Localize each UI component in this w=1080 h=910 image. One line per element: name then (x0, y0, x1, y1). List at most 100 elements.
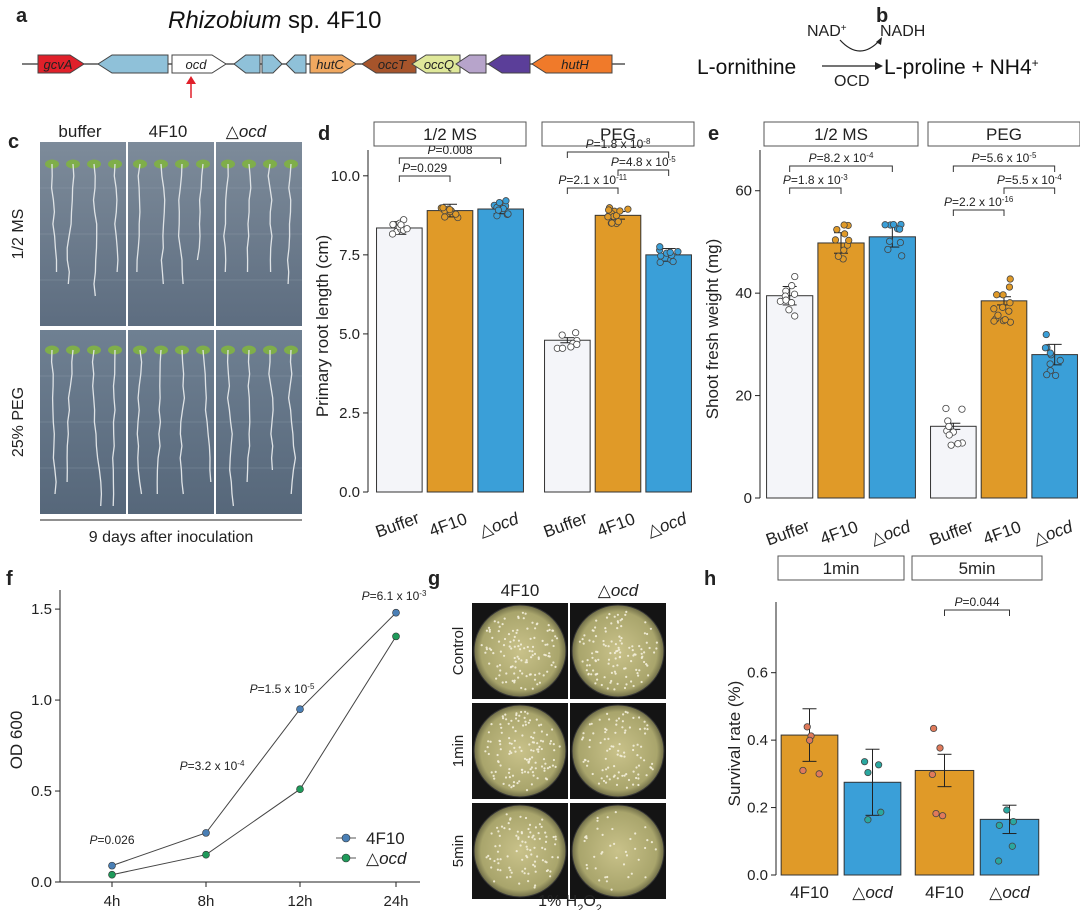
colony (651, 762, 654, 766)
colony (600, 777, 603, 780)
colony (591, 772, 594, 776)
colony (520, 710, 523, 714)
colony (532, 774, 535, 777)
bar (544, 339, 591, 493)
colony (488, 628, 491, 631)
colony (624, 850, 628, 854)
data-point (999, 303, 1007, 311)
colony (537, 748, 540, 751)
colony (548, 655, 551, 658)
colony (623, 686, 627, 690)
legend-label: △ocd (366, 849, 407, 868)
colony (597, 782, 601, 785)
colony (544, 762, 547, 765)
x-tick-label: Buffer (541, 508, 590, 541)
colony (649, 627, 653, 630)
colony (646, 664, 649, 667)
colony (526, 712, 529, 715)
data-point (840, 246, 848, 254)
colony (607, 766, 610, 769)
data-point (605, 206, 613, 214)
root (156, 349, 162, 495)
colony (538, 724, 541, 727)
colony (545, 835, 548, 838)
root (196, 163, 204, 261)
bar (477, 208, 524, 493)
colony (510, 751, 513, 755)
colony (549, 742, 552, 745)
colony (511, 679, 514, 683)
colony (534, 761, 537, 764)
colony (551, 764, 555, 767)
colony (508, 742, 511, 745)
colony (503, 654, 506, 657)
colony (530, 656, 533, 659)
panel-g-letter: g (428, 568, 440, 590)
bar (868, 236, 916, 499)
colony (606, 687, 609, 690)
colony (610, 679, 613, 683)
colony (582, 732, 585, 735)
colony (513, 635, 516, 639)
p-value-label: P=6.1 x 10-3 (362, 589, 427, 604)
colony (616, 664, 619, 667)
x-tick-label: 24h (383, 893, 408, 910)
colony (519, 643, 523, 646)
data-point (614, 218, 622, 226)
colony (585, 669, 588, 672)
gene-occQ (411, 54, 461, 74)
data-point (608, 219, 616, 227)
colony (585, 863, 588, 867)
data-point (947, 441, 955, 449)
colony (521, 611, 525, 614)
colony (534, 870, 537, 873)
colony (641, 655, 644, 658)
data-point (656, 258, 664, 266)
data-point (567, 343, 575, 351)
panel-d-letter: d (318, 123, 330, 145)
colony (605, 616, 609, 619)
colony (627, 778, 631, 782)
y-tick-label: 2.5 (339, 405, 360, 422)
colony (582, 736, 585, 739)
colony (538, 837, 541, 840)
colony (534, 826, 538, 829)
colony (644, 621, 647, 624)
colony (554, 843, 557, 846)
colony (609, 681, 612, 684)
nadh-label: NADH (880, 23, 925, 40)
y-axis-label: OD 600 (7, 711, 26, 770)
colony (632, 684, 635, 688)
facet-label: 5min (959, 559, 996, 578)
series-point (108, 861, 116, 870)
colony (532, 749, 535, 752)
colony (485, 648, 488, 651)
p-value-label: P=4.8 x 10-5 (611, 155, 676, 170)
colony (510, 719, 513, 722)
colony (614, 811, 617, 814)
colony (538, 681, 542, 684)
p-value-label: P=1.5 x 10-5 (250, 682, 315, 697)
colony (517, 676, 520, 679)
colony (515, 834, 518, 837)
data-point (1008, 842, 1016, 850)
colony (546, 643, 549, 646)
colony (619, 651, 622, 654)
bar (980, 300, 1028, 499)
y-tick-label: 60 (735, 183, 752, 200)
data-point (995, 821, 1003, 829)
series-point (202, 850, 210, 859)
colony (592, 640, 595, 643)
colony (606, 816, 609, 819)
colony (581, 738, 584, 741)
colony (548, 628, 551, 632)
colony (529, 673, 532, 676)
colony (509, 640, 512, 644)
colony (602, 643, 605, 646)
colony (606, 749, 609, 752)
colony (590, 673, 593, 676)
colony (531, 645, 535, 649)
colony (526, 627, 529, 630)
colony (507, 822, 510, 825)
colony (644, 732, 647, 735)
